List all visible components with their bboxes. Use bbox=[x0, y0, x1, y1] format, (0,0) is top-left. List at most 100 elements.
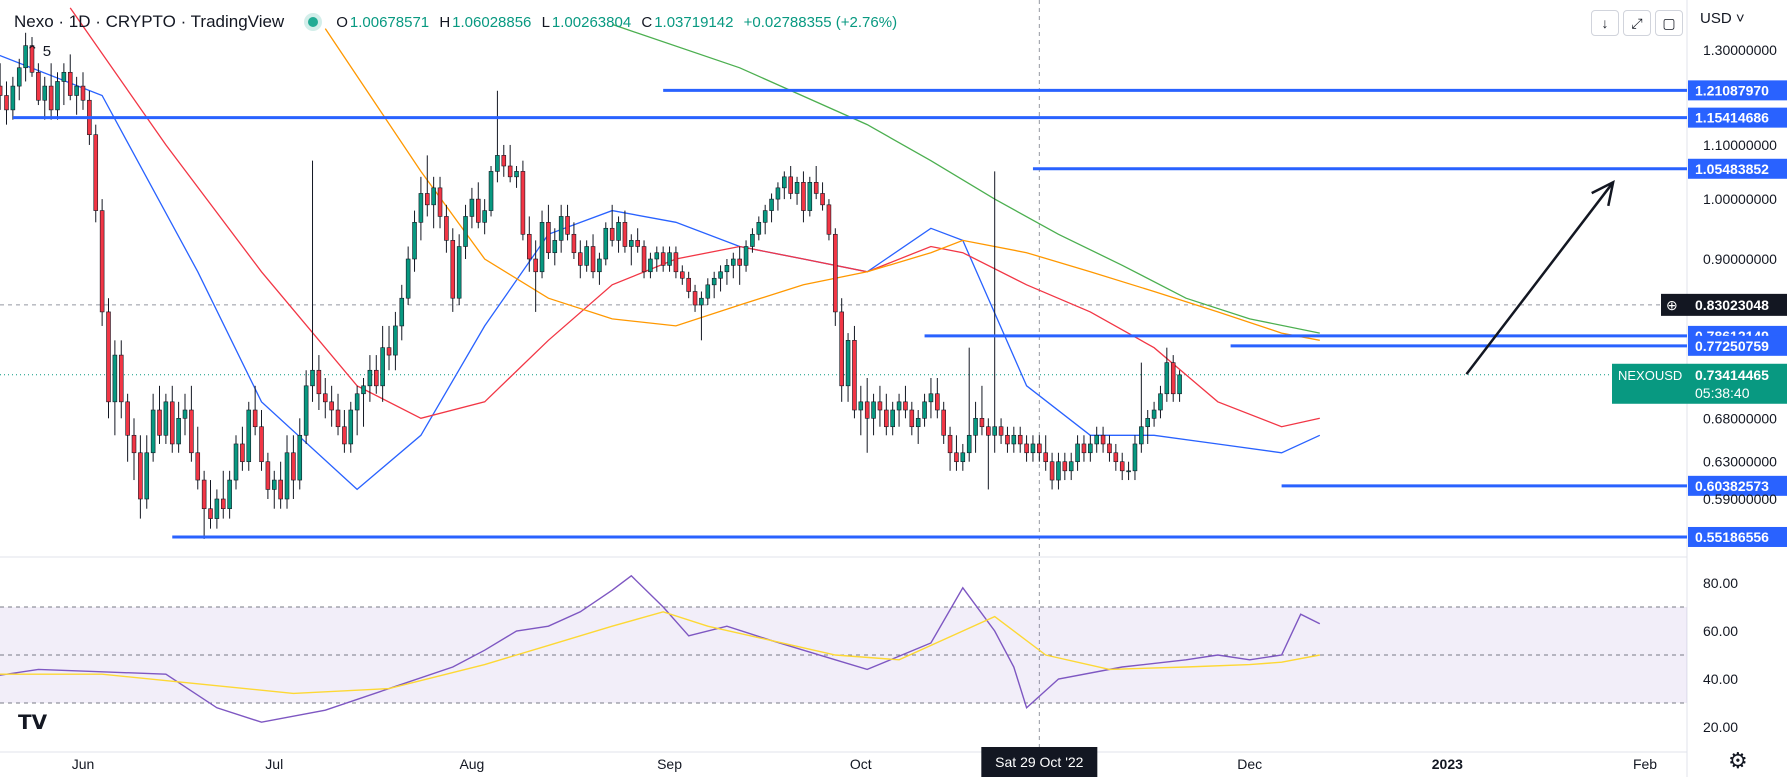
candle bbox=[603, 222, 609, 266]
price-axis-tick: 1.30000000 bbox=[1703, 42, 1777, 58]
candle bbox=[418, 176, 424, 241]
candle-body bbox=[692, 291, 698, 306]
candle bbox=[220, 470, 226, 519]
rsi-line bbox=[0, 574, 1321, 723]
indicator-count-value: 5 bbox=[42, 43, 52, 60]
candle-body bbox=[1094, 434, 1099, 445]
indicator-count[interactable]: ⌃ 5 bbox=[26, 42, 51, 60]
candle bbox=[214, 489, 220, 529]
candle bbox=[157, 385, 162, 444]
candle-body bbox=[616, 222, 621, 241]
candle bbox=[488, 165, 494, 217]
candle-body bbox=[437, 187, 443, 217]
candle bbox=[998, 418, 1004, 444]
price-axis-tick: 0.63000000 bbox=[1703, 454, 1777, 470]
candle-body bbox=[4, 95, 9, 111]
candle-body bbox=[444, 216, 449, 241]
candle bbox=[1145, 410, 1150, 444]
candle-body bbox=[1145, 418, 1150, 428]
candle-body bbox=[884, 409, 889, 428]
candle bbox=[884, 393, 889, 436]
candle-body bbox=[118, 354, 124, 403]
candle-body bbox=[1017, 434, 1023, 445]
last-price-tag bbox=[1688, 363, 1787, 404]
candle-body bbox=[673, 252, 679, 273]
candle-body bbox=[1088, 443, 1093, 454]
candle-body bbox=[833, 233, 838, 313]
candle bbox=[571, 222, 577, 259]
level-price-tag bbox=[1688, 107, 1787, 128]
candle-body bbox=[915, 418, 921, 428]
low-value: 1.00263804 bbox=[551, 13, 632, 31]
symbol-title[interactable]: Nexo · 1D · CRYPTO · TradingView bbox=[14, 12, 285, 31]
candle-body bbox=[112, 354, 118, 403]
candle bbox=[169, 385, 175, 453]
candle-body bbox=[1126, 470, 1131, 473]
candle-body bbox=[501, 155, 507, 167]
chart-header: Nexo · 1D · CRYPTO · TradingView O 1.0067… bbox=[0, 0, 903, 44]
candle-body bbox=[259, 426, 264, 463]
rsi-axis-tick: 20.00 bbox=[1703, 719, 1738, 735]
price-axis-tick: 0.90000000 bbox=[1703, 251, 1777, 267]
candle-body bbox=[169, 401, 175, 445]
expand-icon[interactable]: ⤢ bbox=[1623, 10, 1651, 36]
candle-body bbox=[80, 85, 86, 101]
candle bbox=[4, 81, 9, 125]
candle bbox=[1062, 452, 1068, 481]
candle-body bbox=[297, 434, 303, 481]
candle bbox=[55, 72, 60, 120]
chevron-down-icon: ˅ bbox=[1735, 10, 1745, 27]
chevron-icon: ⌃ bbox=[26, 43, 39, 60]
candle bbox=[48, 63, 54, 120]
candle-body bbox=[386, 347, 392, 356]
candle-body bbox=[966, 434, 972, 454]
currency-select[interactable]: USD ˅ bbox=[1700, 10, 1745, 27]
candle bbox=[1151, 401, 1157, 427]
candle bbox=[673, 246, 679, 279]
gear-icon[interactable]: ⚙ bbox=[1728, 748, 1748, 773]
candle-body bbox=[0, 85, 3, 96]
crosshair-date-label: Sat 29 Oct '22 bbox=[995, 754, 1083, 770]
candle bbox=[495, 90, 500, 183]
candle-body bbox=[246, 409, 252, 463]
symbol-tag bbox=[1612, 363, 1688, 404]
candle bbox=[10, 76, 16, 120]
candle bbox=[1094, 426, 1099, 453]
level-price-label: 1.15414686 bbox=[1695, 110, 1769, 126]
candle bbox=[935, 377, 940, 419]
candle bbox=[74, 76, 79, 115]
arrow-down-icon[interactable]: ↓ bbox=[1591, 10, 1619, 36]
candle bbox=[99, 199, 105, 326]
candle bbox=[852, 325, 857, 419]
candle-body bbox=[182, 409, 188, 419]
level-price-label: 0.55186556 bbox=[1695, 529, 1769, 545]
candle bbox=[29, 37, 35, 77]
candle-body bbox=[74, 85, 79, 96]
time-axis-tick: Sep bbox=[657, 756, 682, 772]
candle bbox=[42, 76, 48, 120]
candle bbox=[896, 393, 902, 427]
candle bbox=[354, 385, 360, 436]
candle-body bbox=[724, 265, 730, 273]
tradingview-logo-icon[interactable]: 𝗧𝗩 bbox=[18, 712, 48, 734]
rsi-axis-tick: 40.00 bbox=[1703, 671, 1738, 687]
candle-body bbox=[571, 233, 577, 254]
candle bbox=[660, 246, 666, 272]
candle-body bbox=[48, 85, 54, 111]
candle bbox=[310, 160, 315, 402]
fullscreen-icon[interactable]: ▢ bbox=[1655, 10, 1683, 36]
candle bbox=[903, 385, 908, 419]
candle bbox=[864, 377, 870, 453]
candle bbox=[533, 240, 538, 312]
candle-body bbox=[839, 311, 844, 387]
level-price-label: 0.77250759 bbox=[1695, 338, 1769, 354]
candle-body bbox=[233, 443, 239, 481]
candle bbox=[252, 385, 258, 436]
candle bbox=[692, 284, 698, 312]
candle bbox=[227, 470, 232, 519]
candle-body bbox=[903, 401, 908, 411]
currency-label: USD bbox=[1700, 10, 1732, 27]
candle bbox=[150, 393, 156, 462]
candle-body bbox=[488, 171, 494, 211]
